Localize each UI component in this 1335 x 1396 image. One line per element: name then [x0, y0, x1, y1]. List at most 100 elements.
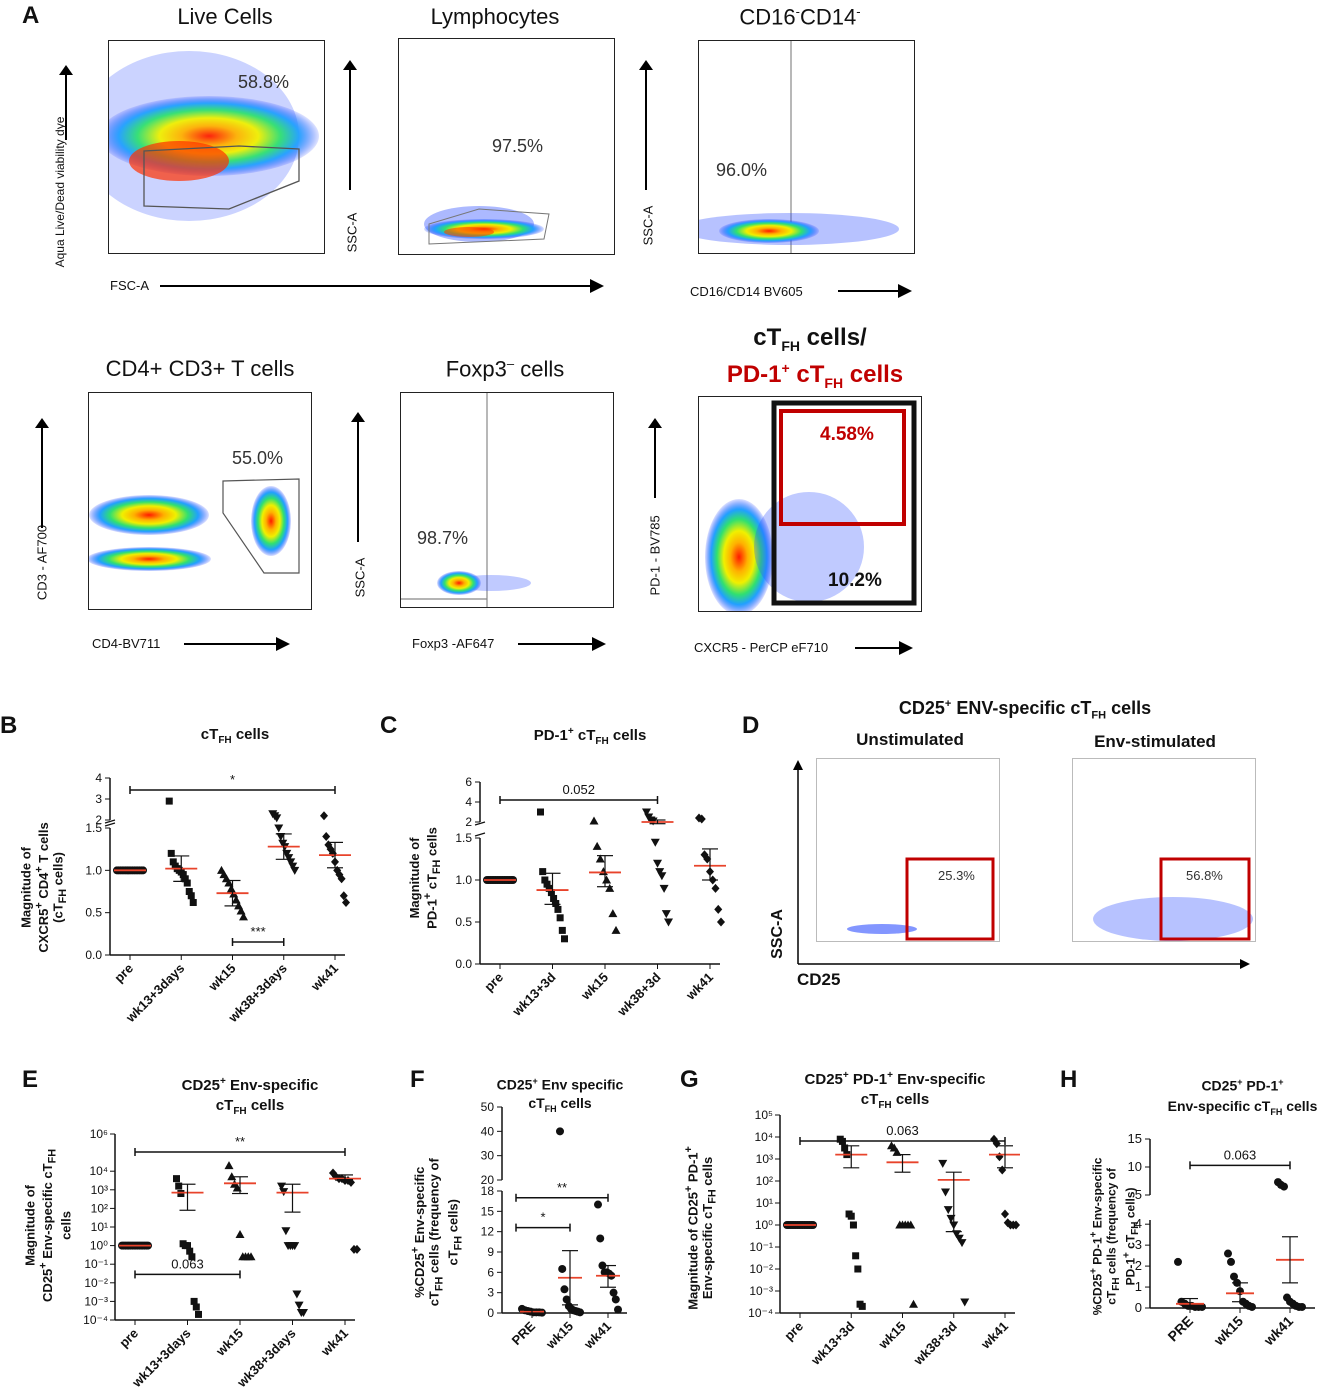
data-point [342, 898, 350, 908]
x-tick-label: wk15 [542, 1319, 576, 1353]
chart-h-title: CD25+ PD-1+ Env-specific cTFH cells [1167, 1077, 1318, 1117]
lymphocytes-plot [398, 38, 615, 255]
y-tick-label: 10⁻³ [84, 1294, 108, 1308]
data-point [717, 917, 725, 927]
data-point [841, 1144, 849, 1152]
data-point [995, 1152, 1004, 1162]
chart-g-title: CD25+ PD-1+ Env-specific cTFH cells [804, 1070, 986, 1111]
x-tick-label: wk38+3d [910, 1318, 960, 1368]
cd16-pct: 96.0% [716, 160, 768, 180]
data-point [173, 1175, 180, 1183]
significance-label: 0.063 [886, 1123, 919, 1138]
y-tick-label: 18 [481, 1184, 495, 1198]
significance-label: 0.052 [562, 782, 595, 797]
x-tick-label: PRE [509, 1318, 539, 1348]
data-point [697, 814, 706, 824]
y-tick-label: 3 [487, 1286, 494, 1300]
data-point [227, 1172, 237, 1181]
ctfh-black-pct: 10.2% [828, 570, 882, 591]
ctfh-xarrow [855, 641, 913, 655]
y-tick-label: 10⁻² [749, 1262, 773, 1276]
x-tick-label: PRE [1164, 1313, 1196, 1345]
x-tick-label: pre [781, 1319, 806, 1344]
y-tick-label: 0.5 [455, 915, 472, 929]
y-tick-label: 4 [1135, 1216, 1142, 1231]
ctfh-xlabel: CXCR5 - PerCP eF710 [694, 640, 829, 655]
x-tick-label: wk13+3d [807, 1318, 857, 1368]
cd16-xlabel: CD16/CD14 BV605 [690, 284, 803, 299]
chart-c-title: PD-1+ cTFH cells [533, 726, 647, 747]
y-tick-label: 2 [465, 815, 472, 829]
data-point [246, 1252, 256, 1261]
y-tick-label: 10 [1128, 1159, 1142, 1174]
data-point [576, 1308, 584, 1317]
data-point [849, 1221, 857, 1229]
x-tick-label: wk15 [577, 970, 611, 1004]
live-cells-xlabel: FSC-A [110, 278, 149, 293]
data-point [642, 808, 651, 817]
data-point [556, 1127, 564, 1136]
data-point [598, 867, 608, 876]
chart-c: 0.0 0.5 1.0 1.5 2 4 6 pre wk13+3d wk15 wk38+3d wk41… [455, 775, 726, 1019]
data-point [235, 1229, 245, 1238]
significance-label: 0.063 [171, 1256, 204, 1271]
data-point [614, 1305, 622, 1314]
data-point [560, 1285, 569, 1294]
data-point [611, 1295, 620, 1304]
data-point [650, 838, 660, 847]
data-point [594, 1200, 602, 1209]
data-point [858, 1302, 866, 1310]
y-tick-label: 4 [95, 771, 102, 785]
data-point [274, 824, 284, 833]
x-tick-label: pre [481, 970, 506, 995]
data-point [329, 1168, 337, 1178]
data-point [282, 849, 292, 858]
data-point [187, 892, 195, 900]
data-point [661, 910, 671, 919]
panel-label-c: C [380, 712, 398, 739]
data-point [545, 884, 553, 892]
data-point [592, 841, 602, 850]
y-tick-label: 40 [481, 1124, 495, 1138]
y-tick-label: 10⁴ [89, 1164, 108, 1178]
data-point [552, 900, 560, 908]
fsc-arrow [160, 279, 604, 293]
y-tick-label: 10⁻¹ [749, 1240, 773, 1254]
data-point [543, 880, 551, 888]
data-point [550, 894, 558, 902]
chart-e-ylabel: Magnitude of CD25+ Env-specific cTFH cells [22, 1148, 74, 1302]
x-tick-label: wk41 [1260, 1313, 1296, 1349]
data-point [290, 866, 300, 875]
chart-c-ylabel: Magnitude of PD-1+ cTFH cells [407, 827, 443, 929]
cd16-yarrow [639, 60, 653, 190]
panel-d-axes [793, 760, 1250, 969]
y-tick-label: 10³ [91, 1183, 108, 1197]
data-point [277, 1182, 286, 1191]
data-point [558, 1264, 567, 1273]
data-point [284, 854, 294, 863]
significance-label: ** [235, 1134, 245, 1149]
panel-label-b: B [0, 712, 18, 739]
y-tick-label: 15 [481, 1204, 495, 1218]
data-point [611, 925, 621, 934]
data-point [608, 909, 618, 918]
data-point [957, 1239, 967, 1248]
data-point [1224, 1249, 1232, 1258]
significance-label: *** [251, 924, 266, 939]
axis-break [474, 821, 486, 837]
data-point [664, 918, 673, 927]
panel-d-xlabel: CD25 [797, 970, 841, 989]
data-point [556, 914, 564, 922]
ctfh-plot [698, 396, 922, 612]
foxp3-xarrow [518, 637, 606, 651]
y-tick-label: 0.5 [85, 906, 102, 920]
x-tick-label: wk41 [580, 1319, 614, 1353]
significance-label: 0.063 [1224, 1147, 1257, 1162]
data-point [239, 912, 248, 921]
cd4-xlabel: CD4-BV711 [92, 636, 161, 651]
data-point [1003, 1218, 1012, 1228]
data-point [224, 878, 234, 887]
data-point [165, 797, 173, 805]
data-point [1248, 1302, 1256, 1311]
